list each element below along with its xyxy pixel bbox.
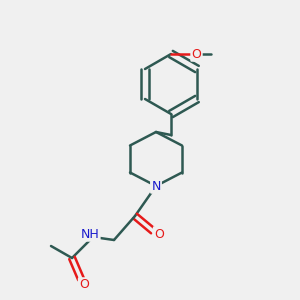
Text: NH: NH — [81, 227, 99, 241]
Text: N: N — [151, 179, 161, 193]
Text: O: O — [79, 278, 89, 292]
Text: O: O — [192, 47, 201, 61]
Text: O: O — [154, 227, 164, 241]
